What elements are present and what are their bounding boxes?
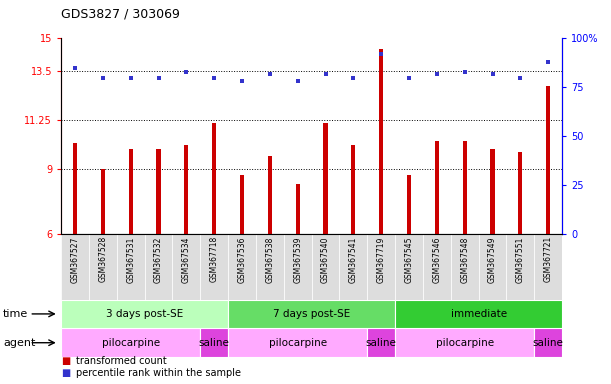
Text: saline: saline bbox=[366, 338, 397, 348]
Bar bbox=[61, 300, 228, 328]
Text: ■: ■ bbox=[61, 368, 70, 378]
Bar bbox=[534, 234, 562, 300]
Bar bbox=[367, 328, 395, 357]
Bar bbox=[268, 156, 272, 234]
Text: ■: ■ bbox=[61, 356, 70, 366]
Text: saline: saline bbox=[533, 338, 563, 348]
Text: GSM367551: GSM367551 bbox=[516, 236, 525, 283]
Bar bbox=[507, 234, 534, 300]
Text: GSM367719: GSM367719 bbox=[377, 236, 386, 283]
Bar bbox=[240, 175, 244, 234]
Bar bbox=[256, 234, 284, 300]
Bar bbox=[351, 145, 356, 234]
Text: GSM367548: GSM367548 bbox=[460, 236, 469, 283]
Bar bbox=[451, 234, 478, 300]
Bar bbox=[478, 234, 507, 300]
Text: GSM367538: GSM367538 bbox=[265, 236, 274, 283]
Bar bbox=[61, 234, 89, 300]
Text: GSM367532: GSM367532 bbox=[154, 236, 163, 283]
Bar bbox=[200, 234, 228, 300]
Text: pilocarpine: pilocarpine bbox=[101, 338, 159, 348]
Bar bbox=[491, 149, 495, 234]
Bar bbox=[395, 328, 534, 357]
Bar bbox=[312, 234, 340, 300]
Bar bbox=[156, 149, 161, 234]
Text: GSM367549: GSM367549 bbox=[488, 236, 497, 283]
Bar bbox=[423, 234, 451, 300]
Text: 3 days post-SE: 3 days post-SE bbox=[106, 309, 183, 319]
Text: GSM367527: GSM367527 bbox=[70, 236, 79, 283]
Bar bbox=[61, 328, 200, 357]
Bar bbox=[228, 234, 256, 300]
Bar bbox=[395, 234, 423, 300]
Text: GSM367534: GSM367534 bbox=[182, 236, 191, 283]
Text: saline: saline bbox=[199, 338, 230, 348]
Bar bbox=[323, 123, 327, 234]
Bar bbox=[200, 328, 228, 357]
Bar bbox=[228, 300, 395, 328]
Bar bbox=[185, 145, 188, 234]
Bar bbox=[284, 234, 312, 300]
Bar bbox=[145, 234, 172, 300]
Text: pilocarpine: pilocarpine bbox=[436, 338, 494, 348]
Text: agent: agent bbox=[3, 338, 35, 348]
Text: time: time bbox=[3, 309, 28, 319]
Bar bbox=[379, 49, 383, 234]
Bar bbox=[73, 143, 77, 234]
Bar bbox=[407, 175, 411, 234]
Bar bbox=[534, 328, 562, 357]
Text: GSM367546: GSM367546 bbox=[433, 236, 441, 283]
Text: GSM367540: GSM367540 bbox=[321, 236, 330, 283]
Bar bbox=[340, 234, 367, 300]
Bar bbox=[463, 141, 467, 234]
Text: GSM367536: GSM367536 bbox=[238, 236, 246, 283]
Bar bbox=[435, 141, 439, 234]
Bar bbox=[117, 234, 145, 300]
Bar bbox=[101, 169, 105, 234]
Bar bbox=[228, 328, 367, 357]
Text: percentile rank within the sample: percentile rank within the sample bbox=[76, 368, 241, 378]
Text: GSM367528: GSM367528 bbox=[98, 236, 108, 283]
Bar bbox=[518, 152, 522, 234]
Bar bbox=[395, 300, 562, 328]
Text: GDS3827 / 303069: GDS3827 / 303069 bbox=[61, 8, 180, 21]
Bar bbox=[296, 184, 300, 234]
Bar bbox=[89, 234, 117, 300]
Text: 7 days post-SE: 7 days post-SE bbox=[273, 309, 350, 319]
Bar bbox=[172, 234, 200, 300]
Bar bbox=[128, 149, 133, 234]
Text: GSM367721: GSM367721 bbox=[544, 236, 553, 283]
Text: GSM367531: GSM367531 bbox=[126, 236, 135, 283]
Bar bbox=[367, 234, 395, 300]
Text: GSM367718: GSM367718 bbox=[210, 236, 219, 283]
Text: transformed count: transformed count bbox=[76, 356, 167, 366]
Text: pilocarpine: pilocarpine bbox=[269, 338, 327, 348]
Bar bbox=[546, 86, 551, 234]
Text: immediate: immediate bbox=[450, 309, 507, 319]
Text: GSM367539: GSM367539 bbox=[293, 236, 302, 283]
Bar bbox=[212, 123, 216, 234]
Text: GSM367541: GSM367541 bbox=[349, 236, 358, 283]
Text: GSM367545: GSM367545 bbox=[404, 236, 414, 283]
